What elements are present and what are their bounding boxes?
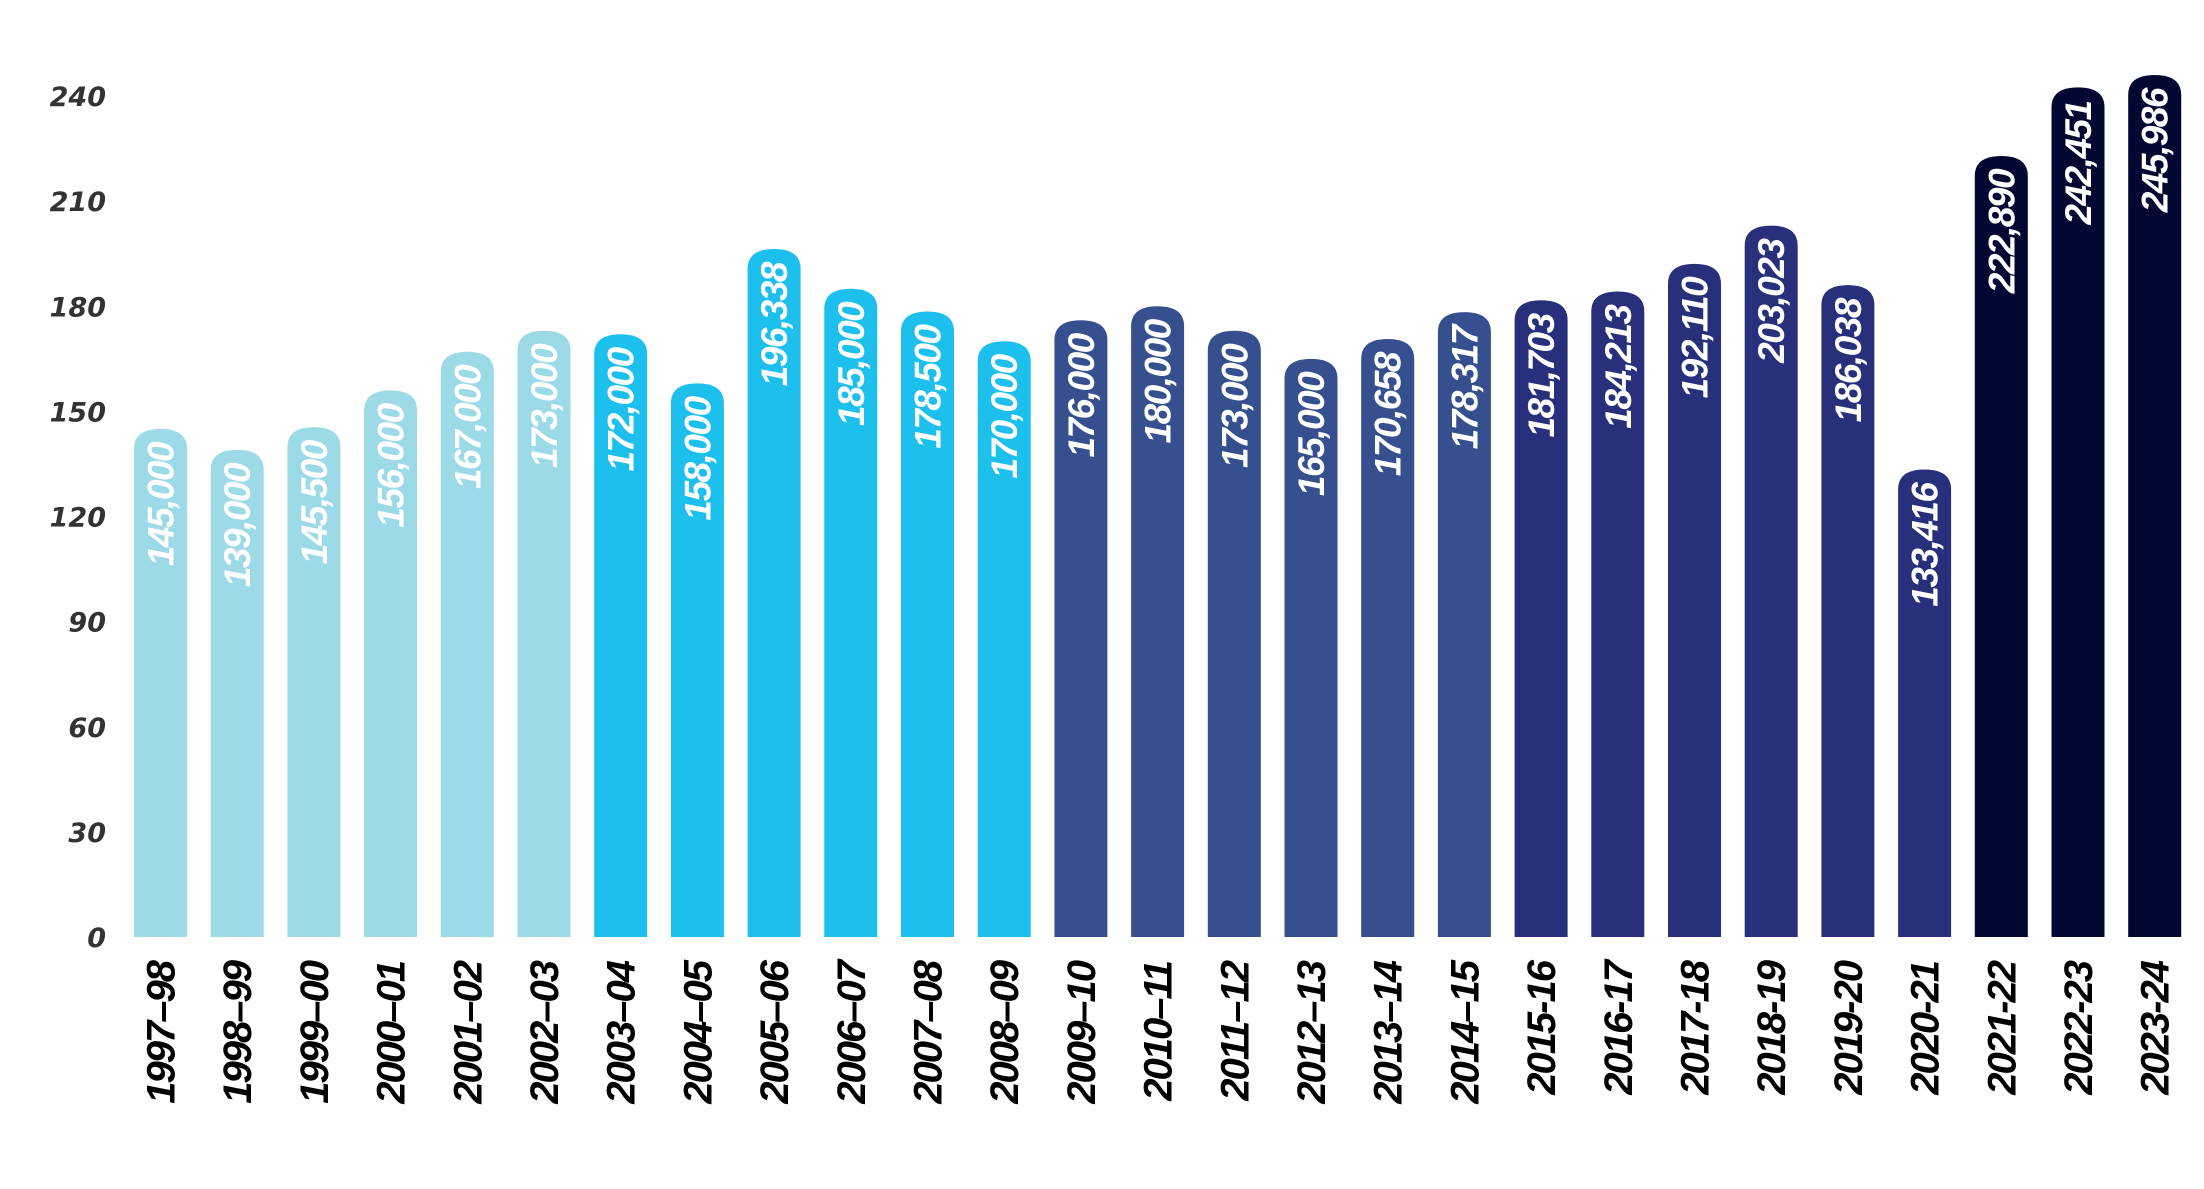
bar [977, 341, 1031, 938]
x-tick-label: 2023-24 [2134, 960, 2178, 1096]
bar [1668, 263, 1721, 937]
y-tick-label: 240 [50, 82, 106, 113]
bar-value-label: 139,000 [217, 462, 258, 587]
x-tick-label: 2018-19 [1750, 959, 1794, 1096]
bar [2051, 87, 2105, 938]
bar [1054, 320, 1108, 937]
bar-value-label: 176,000 [1061, 332, 1102, 457]
bar-value-label: 192,110 [1675, 276, 1716, 398]
bar-value-label: 173,000 [524, 343, 565, 468]
x-tick-label: 2005–06 [753, 959, 797, 1104]
bar [440, 351, 494, 937]
x-tick-label: 1998–99 [216, 959, 260, 1103]
bar-value-label: 245,986 [2135, 87, 2176, 213]
bar [1361, 338, 1415, 937]
x-tick-label: 2013–14 [1367, 960, 1411, 1104]
x-tick-label: 2015-16 [1520, 959, 1564, 1096]
bar [1744, 225, 1798, 937]
bar-value-label: 170,658 [1368, 351, 1409, 476]
bar-value-label: 170,000 [984, 353, 1025, 478]
x-tick-label: 2017-18 [1674, 959, 1718, 1096]
bar [364, 390, 418, 938]
bar [134, 428, 187, 937]
y-tick-label: 60 [68, 713, 106, 744]
x-tick-label: 2009–10 [1060, 960, 1104, 1104]
x-tick-label: 2004–05 [676, 959, 720, 1104]
x-tick-label: 2016-17 [1597, 958, 1641, 1096]
bar [1131, 306, 1185, 937]
x-tick-label: 2006–07 [830, 958, 874, 1104]
bar-value-label: 158,000 [677, 395, 718, 520]
x-tick-label: 2021-22 [1980, 960, 2024, 1096]
x-tick-label: 1997–98 [140, 959, 184, 1103]
x-tick-label: 2011–12 [1213, 960, 1257, 1102]
y-tick-label: 30 [68, 818, 106, 849]
bar-value-label: 145,000 [141, 441, 182, 566]
bar-value-label: 173,000 [1214, 343, 1255, 468]
bar-value-label: 184,213 [1598, 304, 1639, 429]
bar-value-label: 180,000 [1138, 318, 1179, 443]
x-tick-label: 2008–09 [983, 959, 1027, 1104]
bar [747, 248, 801, 938]
bar-value-label: 178,500 [908, 324, 949, 449]
bar [901, 311, 954, 938]
bar [1207, 330, 1261, 937]
bar-value-label: 181,703 [1521, 312, 1562, 437]
bar [1284, 358, 1338, 937]
x-tick-label: 2012–13 [1290, 960, 1334, 1104]
x-tick-label: 2020-21 [1904, 961, 1948, 1096]
bar-value-label: 165,000 [1291, 371, 1332, 496]
bar [1821, 285, 1875, 938]
bar-value-label: 167,000 [447, 364, 488, 489]
bar-value-label: 196,338 [754, 261, 795, 386]
bar-value-label: 156,000 [371, 402, 412, 527]
x-tick-label: 2001–02 [446, 960, 490, 1104]
bar [1974, 155, 2028, 937]
bar [1437, 312, 1491, 937]
bar [210, 449, 264, 937]
bar-value-label: 222,890 [1981, 168, 2022, 294]
x-tick-label: 1999–00 [293, 960, 337, 1103]
bar [824, 288, 878, 938]
x-tick-label: 2019-20 [1827, 960, 1871, 1096]
bar-value-label: 133,416 [1905, 482, 1946, 607]
y-tick-label: 210 [50, 187, 106, 218]
x-tick-label: 2000–01 [370, 961, 414, 1104]
bar-value-label: 178,317 [1444, 322, 1485, 449]
y-tick-label: 0 [87, 923, 106, 954]
bar [594, 334, 648, 937]
y-tick-label: 180 [50, 292, 106, 323]
y-tick-label: 150 [50, 397, 106, 428]
bar-value-label: 186,038 [1828, 297, 1869, 422]
x-tick-label: 2010–11 [1137, 961, 1181, 1102]
bar [670, 383, 724, 937]
bar [1591, 291, 1645, 937]
bar-value-label: 185,000 [831, 301, 872, 426]
x-tick-label: 2022-23 [2057, 960, 2101, 1096]
bar-value-label: 242,451 [2058, 101, 2099, 225]
bar-value-label: 172,000 [601, 346, 642, 471]
bar [287, 427, 341, 937]
x-tick-label: 2002–03 [523, 960, 567, 1104]
bar-value-label: 203,023 [1751, 238, 1792, 364]
x-tick-label: 2003–04 [600, 960, 644, 1104]
bar [2128, 75, 2182, 938]
bar [1514, 300, 1568, 937]
x-tick-label: 2014–15 [1443, 959, 1487, 1104]
bar [1898, 469, 1952, 937]
y-tick-label: 120 [50, 503, 106, 534]
x-tick-label: 2007–08 [907, 959, 951, 1104]
y-tick-label: 90 [68, 608, 106, 639]
bar-value-label: 145,500 [294, 439, 335, 564]
bar [517, 330, 571, 937]
